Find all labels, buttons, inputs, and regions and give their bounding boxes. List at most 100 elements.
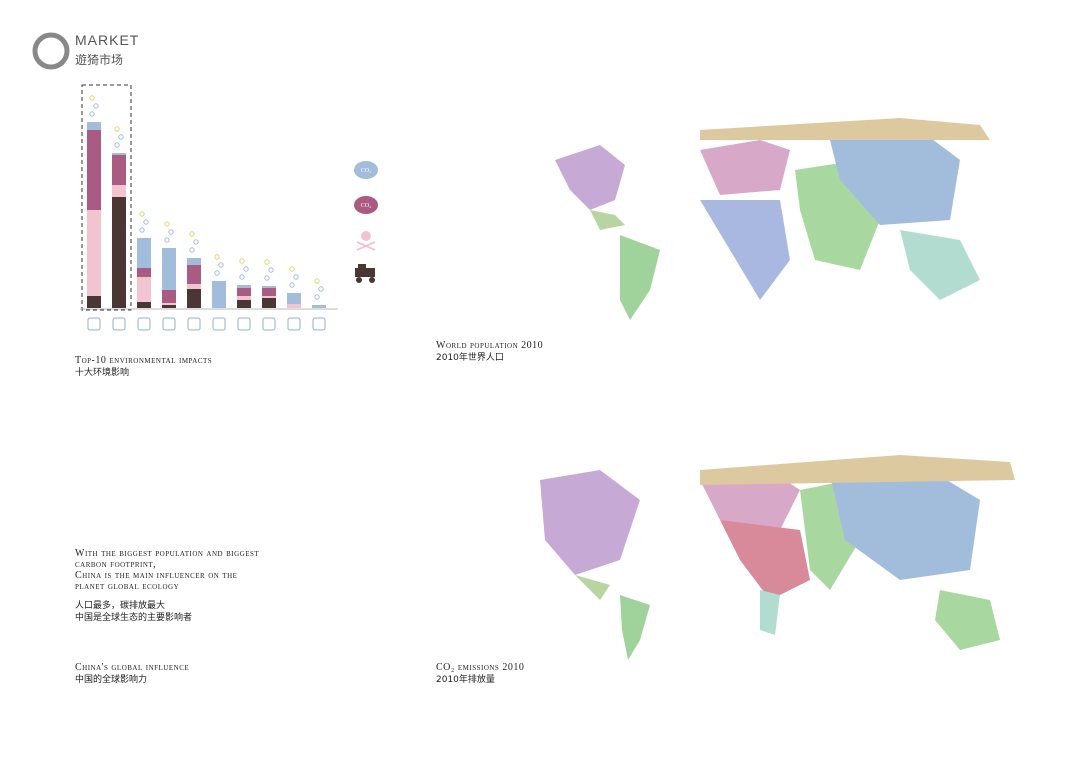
bar-segment xyxy=(112,153,126,155)
category-icon xyxy=(237,317,251,331)
bar-segment xyxy=(187,289,201,308)
bar-segment xyxy=(287,304,301,308)
bubble xyxy=(243,266,249,272)
bar-segment xyxy=(237,300,251,308)
chart-caption: Top-10 environmental impacts xyxy=(75,355,212,366)
bubble xyxy=(168,229,174,235)
bubble xyxy=(314,278,320,284)
bubble xyxy=(139,227,145,233)
bar-segment xyxy=(137,268,151,277)
bubble xyxy=(193,239,199,245)
section-title: China's global influence xyxy=(75,662,189,673)
bubble xyxy=(164,237,170,243)
legend-icon xyxy=(356,231,376,251)
statement-line: With the biggest population and biggest xyxy=(75,548,259,559)
bubble xyxy=(189,247,195,253)
bubble xyxy=(268,267,274,273)
bubble xyxy=(118,134,124,140)
category-icon xyxy=(112,317,126,331)
bar-segment xyxy=(112,155,126,185)
bar-segment xyxy=(162,303,176,305)
category-icon xyxy=(87,317,101,331)
bubble xyxy=(264,259,270,265)
highlight-box xyxy=(81,84,132,311)
bubble xyxy=(214,270,220,276)
bar-segment xyxy=(187,258,201,265)
bubble xyxy=(293,274,299,280)
bubble xyxy=(218,262,224,268)
category-icon xyxy=(262,317,276,331)
map-title: World population 2010 xyxy=(436,340,543,351)
bar-segment xyxy=(137,277,151,302)
bar-segment xyxy=(187,265,201,284)
statement-line: carbon footprint, xyxy=(75,559,156,570)
bar-segment xyxy=(212,281,226,308)
bubble xyxy=(89,111,95,117)
bar-segment xyxy=(262,296,276,298)
statement-line-cn: 中国是全球生态的主要影响者 xyxy=(75,611,192,623)
category-icon xyxy=(137,317,151,331)
bar-segment xyxy=(112,197,126,308)
bar-segment xyxy=(137,302,151,308)
bar-segment xyxy=(137,238,151,268)
category-icon xyxy=(287,317,301,331)
bubble xyxy=(214,254,220,260)
bar-segment xyxy=(87,122,101,130)
chart-caption-cn: 十大环境影响 xyxy=(75,366,129,378)
bar-segment xyxy=(262,298,276,308)
logo xyxy=(32,32,70,70)
map-title-cn: 2010年世界人口 xyxy=(436,351,504,363)
map-title-cn: 2010年排放量 xyxy=(436,673,495,685)
legend: CO₂ CO₂ xyxy=(354,161,378,283)
bar-segment xyxy=(112,185,126,197)
statement: With the biggest population and biggestc… xyxy=(75,548,259,623)
bar-segment xyxy=(237,285,251,288)
bubble xyxy=(239,274,245,280)
bar-segment xyxy=(262,288,276,296)
bar-segment xyxy=(187,284,201,289)
statement-line-cn: 人口最多，碳排放最大 xyxy=(75,599,165,611)
bar-segment xyxy=(287,293,301,304)
legend-label: CO₂ xyxy=(361,203,371,209)
bubble xyxy=(318,286,324,292)
bubble xyxy=(139,211,145,217)
bubble xyxy=(239,258,245,264)
legend-label: CO₂ xyxy=(361,168,371,174)
bar-segment xyxy=(237,288,251,296)
bubble xyxy=(289,266,295,272)
bubble xyxy=(314,294,320,300)
bar-chart xyxy=(87,95,326,331)
bubble xyxy=(89,95,95,101)
legend-icon xyxy=(354,161,378,179)
bubble xyxy=(114,142,120,148)
bubble xyxy=(114,126,120,132)
map-title: CO₂ emissions 2010 xyxy=(436,662,524,673)
population-map xyxy=(555,118,990,320)
category-icon xyxy=(162,317,176,331)
header-subtitle: 遊猗市场 xyxy=(75,52,123,67)
bubble xyxy=(93,103,99,109)
bar-segment xyxy=(87,296,101,308)
bar-segment xyxy=(262,286,276,288)
category-icon xyxy=(212,317,226,331)
emissions-map xyxy=(540,455,1015,660)
section-title-cn: 中国的全球影响力 xyxy=(75,673,147,685)
bubble xyxy=(289,282,295,288)
bar-segment xyxy=(312,305,326,308)
bar-segment xyxy=(162,248,176,290)
bar-segment xyxy=(162,290,176,303)
statement-line: planet global ecology xyxy=(75,581,179,592)
bubble xyxy=(143,219,149,225)
header-title: MARKET xyxy=(75,32,139,48)
statement-line: China is the main influencer on the xyxy=(75,570,237,581)
legend-icon xyxy=(354,196,378,214)
bubble xyxy=(164,221,170,227)
bar-segment xyxy=(87,210,101,296)
legend-icon xyxy=(355,264,375,283)
category-icon xyxy=(312,317,326,331)
bar-segment xyxy=(87,130,101,210)
bubble xyxy=(189,231,195,237)
bar-segment xyxy=(237,296,251,300)
category-icon xyxy=(187,317,201,331)
